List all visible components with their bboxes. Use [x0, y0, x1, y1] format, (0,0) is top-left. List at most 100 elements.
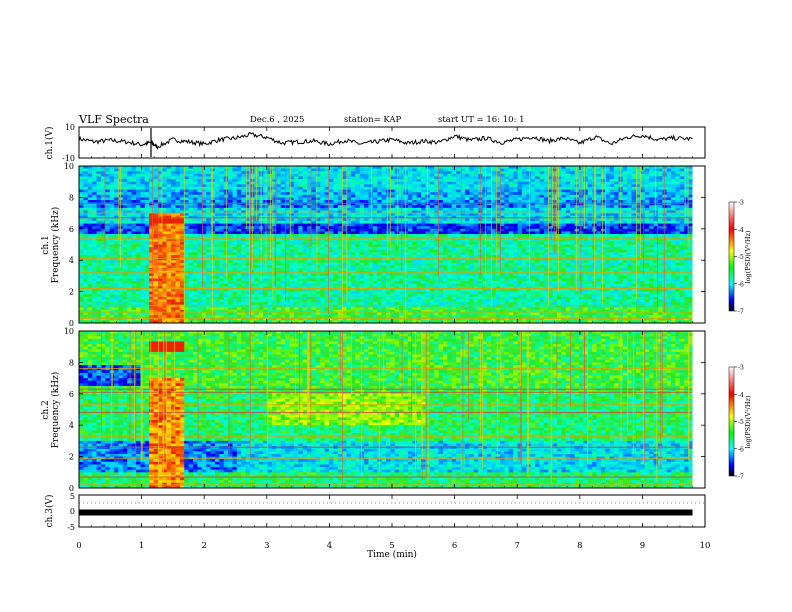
spec-cell	[267, 257, 273, 261]
spec-cell	[114, 249, 119, 253]
spec-cell	[122, 278, 128, 282]
spec-cell	[320, 288, 325, 292]
spec-cell	[289, 171, 295, 175]
spec-cell	[157, 252, 163, 256]
spec-cell	[324, 309, 330, 313]
spec-cell	[188, 213, 194, 217]
spec-cell	[407, 192, 413, 196]
spec-cell	[236, 192, 242, 196]
spec-cell	[307, 223, 312, 227]
spec-cell	[184, 260, 190, 264]
spec-cell	[214, 205, 220, 209]
spec-cell	[438, 228, 444, 232]
spec-cell	[390, 186, 396, 190]
spec-cell	[136, 197, 141, 201]
spec-cell	[153, 207, 159, 211]
spec-cell	[377, 273, 383, 277]
spec-cell	[87, 283, 93, 287]
spec-cell	[254, 307, 260, 311]
spec-cell	[210, 265, 216, 269]
spec-cell	[280, 179, 286, 183]
spec-cell	[197, 262, 203, 266]
spec-cell	[188, 281, 194, 285]
spec-cell	[280, 291, 286, 295]
spec-cell	[377, 181, 383, 185]
spec-cell	[162, 291, 168, 295]
spec-cell	[162, 223, 168, 227]
spec-cell	[276, 228, 282, 232]
spec-cell	[302, 239, 308, 243]
spec-cell	[320, 234, 325, 238]
spec-cell	[337, 278, 343, 282]
spec-cell	[412, 302, 418, 306]
spec-cell	[179, 186, 185, 190]
spec-cell	[333, 302, 339, 306]
spec-cell	[390, 273, 396, 277]
spec-cell	[188, 202, 194, 206]
spec-cell	[241, 220, 247, 224]
spec-cell	[399, 304, 404, 308]
spec-cell	[368, 262, 374, 266]
spec-cell	[193, 260, 198, 264]
spec-cell	[386, 220, 391, 224]
spec-cell	[324, 207, 330, 211]
spec-cell	[377, 215, 383, 219]
spec-cell	[324, 181, 330, 185]
spec-cell	[92, 186, 97, 190]
spec-cell	[87, 168, 93, 172]
spec-cell	[311, 302, 317, 306]
spec-cell	[315, 228, 321, 232]
spec-cell	[193, 278, 198, 282]
spec-cell	[350, 228, 356, 232]
spec-cell	[315, 194, 321, 198]
spec-cell	[214, 257, 220, 261]
spec-cell	[289, 270, 295, 274]
spec-cell	[407, 273, 413, 277]
spec-cell	[337, 184, 343, 188]
spec-cell	[342, 220, 347, 224]
spec-cell	[131, 220, 137, 224]
spec-cell	[302, 278, 308, 282]
spec-cell	[434, 218, 440, 222]
spec-cell	[416, 299, 422, 303]
spec-cell	[324, 176, 330, 180]
spec-cell	[87, 249, 93, 253]
spec-cell	[276, 194, 282, 198]
spec-cell	[149, 291, 154, 295]
spec-cell	[136, 184, 141, 188]
spec-cell	[263, 283, 268, 287]
spec-cell	[359, 291, 365, 295]
spec-cell	[324, 239, 330, 243]
spec-cell	[210, 286, 216, 290]
spec-cell	[311, 218, 317, 222]
spec-cell	[144, 317, 150, 321]
spec-cell	[144, 275, 150, 279]
spec-cell	[407, 281, 413, 285]
spec-cell	[271, 166, 277, 170]
spec-cell	[364, 309, 369, 313]
spec-cell	[311, 252, 317, 256]
spec-cell	[285, 288, 290, 292]
spec-cell	[162, 210, 168, 214]
spec-cell	[289, 249, 295, 253]
spec-cell	[324, 299, 330, 303]
spec-cell	[197, 294, 203, 298]
spec-cell	[184, 194, 190, 198]
spec-cell	[175, 173, 181, 177]
spec-cell	[311, 320, 317, 323]
spec-cell	[92, 194, 97, 198]
spec-cell	[96, 260, 102, 264]
spec-cell	[263, 315, 268, 319]
spec-cell	[87, 202, 93, 206]
spec-cell	[307, 215, 312, 219]
spec-cell	[438, 226, 444, 230]
spec-cell	[407, 309, 413, 313]
spec-cell	[214, 294, 220, 298]
spec-cell	[271, 281, 277, 285]
spec-cell	[214, 262, 220, 266]
spec-cell	[407, 294, 413, 298]
spec-cell	[276, 192, 282, 196]
spec-cell	[364, 200, 369, 204]
spec-cell	[232, 207, 238, 211]
spec-cell	[390, 202, 396, 206]
